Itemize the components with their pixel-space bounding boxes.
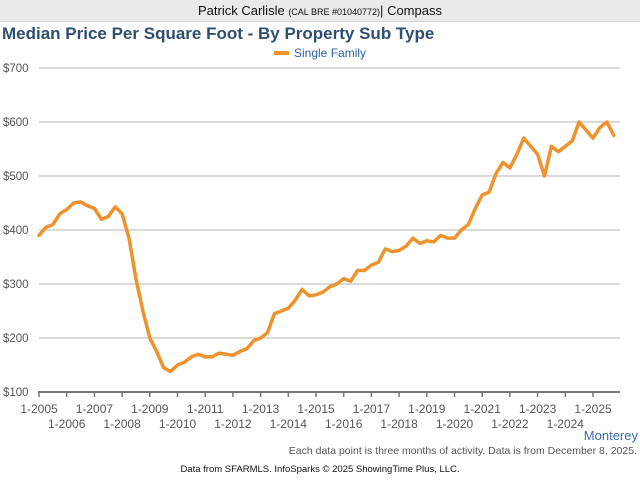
series-line-single-family (37, 120, 616, 374)
x-tick-label: 1-2008 (103, 417, 141, 431)
x-tick-label: 1-2007 (76, 402, 114, 416)
y-tick-label: $200 (3, 333, 29, 345)
legend-swatch (274, 51, 289, 55)
x-tick-label: 1-2014 (270, 417, 308, 431)
x-tick-label: 1-2011 (187, 402, 224, 416)
x-tick-label: 1-2018 (380, 417, 418, 431)
x-tick-label: 1-2009 (131, 402, 169, 416)
header-separator: | (380, 3, 384, 18)
x-tick-label: 1-2006 (48, 417, 86, 431)
y-tick-label: $100 (3, 387, 29, 399)
x-tick-label: 1-2020 (436, 417, 474, 431)
x-tick-label: 1-2024 (547, 417, 585, 431)
x-tick-label: 1-2021 (464, 402, 502, 416)
x-tick-label: 1-2012 (214, 417, 252, 431)
agent-header: Patrick Carlisle (CAL BRE #01040772)| Co… (0, 0, 640, 22)
legend-label: Single Family (294, 46, 367, 60)
y-tick-label: $300 (3, 279, 29, 291)
x-tick-label: 1-2016 (325, 417, 363, 431)
chart-title: Median Price Per Square Foot - By Proper… (2, 24, 435, 43)
y-tick-label: $500 (3, 171, 29, 183)
region-label: Monterey (583, 428, 638, 443)
data-credit: Data from SFARMLS. InfoSparks © 2025 Sho… (180, 464, 460, 475)
x-tick-label: 1-2023 (519, 402, 557, 416)
x-tick-label: 1-2015 (297, 402, 335, 416)
chart-legend: Single Family (274, 46, 366, 60)
x-tick-label: 1-2010 (159, 417, 197, 431)
agent-license: (CAL BRE #01040772) (288, 7, 381, 17)
data-note: Each data point is three months of activ… (288, 445, 637, 457)
x-tick-label: 1-2013 (242, 402, 280, 416)
y-tick-label: $400 (3, 225, 29, 237)
y-tick-label: $700 (3, 63, 29, 75)
agent-name: Patrick Carlisle (198, 3, 285, 18)
x-tick-label: 1-2022 (491, 417, 529, 431)
x-tick-label: 1-2005 (20, 402, 58, 416)
brokerage-name: Compass (387, 3, 442, 18)
x-tick-label: 1-2017 (353, 402, 391, 416)
x-tick-label: 1-2025 (574, 402, 612, 416)
y-tick-label: $600 (3, 117, 29, 129)
x-tick-label: 1-2019 (408, 402, 446, 416)
